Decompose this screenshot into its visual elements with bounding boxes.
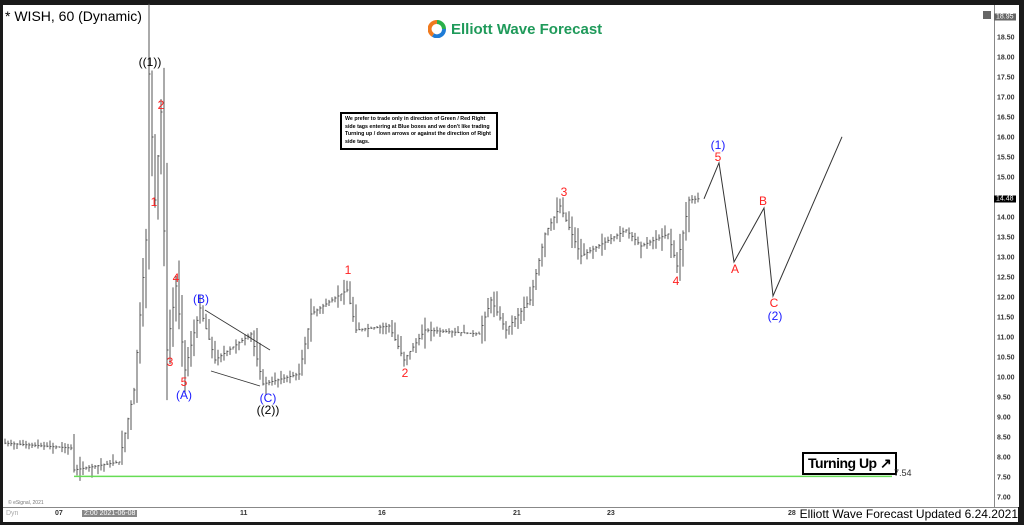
triangle-upper-line — [204, 309, 271, 351]
price-tick: 15.50 — [997, 154, 1015, 162]
price-tick: 16.00 — [997, 134, 1015, 142]
wave-label-c-proj: C — [769, 296, 779, 310]
chart-title: * WISH, 60 (Dynamic) — [5, 8, 142, 24]
turning-up-badge: Turning Up ↗ — [802, 452, 898, 475]
price-tick: 18.00 — [997, 54, 1015, 62]
wave-label: 5 — [714, 150, 722, 164]
wave-label-2-proj: (2) — [767, 309, 783, 323]
wave-label: 4 — [672, 274, 680, 288]
wave-label: 1 — [344, 263, 352, 277]
wave-label-b: (B) — [193, 292, 209, 306]
date-tick: 21 — [513, 510, 521, 517]
wave-label-1-big: ((1)) — [138, 55, 162, 69]
high-price-box: 18.95 — [994, 13, 1016, 21]
cursor-time: 2:00 2021-06-08 — [82, 510, 138, 517]
turning-up-label: Turning Up — [808, 455, 877, 471]
wave-label: 2 — [401, 366, 409, 380]
date-tick: 11 — [240, 510, 248, 517]
price-tick: 16.50 — [997, 114, 1015, 122]
copyright: © eSignal, 2021 — [8, 500, 44, 506]
price-tick: 8.00 — [997, 454, 1011, 462]
date-tick: 07 — [55, 510, 63, 517]
logo-icon — [428, 20, 446, 38]
wave-label-1-proj: (1) — [710, 138, 726, 152]
date-tick: 16 — [378, 510, 386, 517]
wave-label-c: (C) — [259, 391, 277, 405]
price-tick: 17.00 — [997, 94, 1015, 102]
wave-label: 3 — [560, 185, 568, 199]
chart-panel[interactable] — [3, 5, 994, 507]
price-axis[interactable] — [994, 5, 1019, 507]
wave-label: 4 — [172, 271, 180, 285]
wave-label-a: (A) — [176, 388, 192, 402]
logo: Elliott Wave Forecast — [428, 20, 602, 38]
wave-label: 1 — [150, 195, 158, 209]
price-tick: 10.50 — [997, 354, 1015, 362]
price-tick: 12.50 — [997, 274, 1015, 282]
price-tick: 8.50 — [997, 434, 1011, 442]
date-axis[interactable] — [3, 507, 1018, 522]
triangle-lower-line — [210, 370, 261, 387]
price-tick: 7.50 — [997, 474, 1011, 482]
price-tick: 10.00 — [997, 374, 1015, 382]
wave-label-b-proj: B — [758, 194, 768, 208]
date-tick: 23 — [607, 510, 615, 517]
chart-options-icon[interactable] — [983, 11, 991, 19]
price-tick: 11.50 — [997, 314, 1015, 322]
price-tick: 9.50 — [997, 394, 1011, 402]
price-tick: 13.00 — [997, 254, 1015, 262]
date-tick: 28 — [788, 510, 796, 517]
trading-note: We prefer to trade only in direction of … — [340, 112, 498, 150]
price-tick: 18.50 — [997, 34, 1015, 42]
updated-label: Elliott Wave Forecast Updated 6.24.2021 — [799, 507, 1018, 521]
arrow-up-right-icon: ↗ — [880, 455, 892, 471]
dyn-label: Dyn — [6, 510, 19, 517]
wave-label: 2 — [157, 98, 165, 112]
price-tick: 11.00 — [997, 334, 1015, 342]
price-tick: 17.50 — [997, 74, 1015, 82]
last-price-box: 14.48 — [994, 195, 1016, 203]
projection-path — [703, 136, 843, 298]
price-tick: 13.50 — [997, 234, 1015, 242]
wave-label-a-proj: A — [730, 262, 740, 276]
logo-text: Elliott Wave Forecast — [451, 20, 603, 38]
price-tick: 12.00 — [997, 294, 1015, 302]
wave-label-2-big: ((2)) — [256, 403, 280, 417]
price-tick: 15.00 — [997, 174, 1015, 182]
wave-label: 3 — [166, 355, 174, 369]
price-tick: 9.00 — [997, 414, 1011, 422]
price-tick: 7.00 — [997, 494, 1011, 502]
wave-label: 5 — [180, 375, 188, 389]
support-level-label: 7.54 — [894, 468, 912, 478]
price-tick: 14.00 — [997, 214, 1015, 222]
